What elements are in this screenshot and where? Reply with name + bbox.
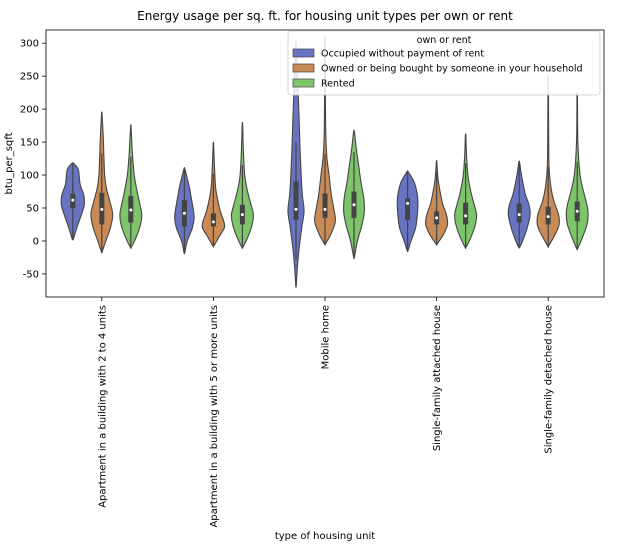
violin-median bbox=[546, 215, 550, 219]
y-tick-label: 50 bbox=[26, 204, 39, 215]
violin-median bbox=[129, 208, 133, 212]
y-tick-label: 150 bbox=[20, 138, 39, 149]
x-tick-label: Apartment in a building with 5 or more u… bbox=[209, 305, 220, 528]
y-tick-label: -50 bbox=[23, 269, 39, 280]
legend-title: own or rent bbox=[417, 35, 472, 46]
legend: own or rent Occupied without payment of r… bbox=[287, 30, 601, 96]
y-tick-label: 300 bbox=[20, 39, 39, 50]
violin-median bbox=[71, 198, 75, 202]
violin-median bbox=[100, 207, 104, 211]
legend-box bbox=[287, 30, 601, 96]
x-tick-label: Single-family detached house bbox=[544, 305, 555, 454]
violin-iqr-box bbox=[210, 213, 216, 227]
y-axis: -50 0 50 100 150 200 250 300 bbox=[20, 39, 46, 280]
plot-frame bbox=[45, 29, 605, 298]
violin-median bbox=[517, 213, 521, 217]
legend-entry: Rented bbox=[321, 79, 355, 90]
y-axis-label: btu_per_sqft bbox=[4, 132, 15, 194]
legend-swatch bbox=[292, 78, 315, 88]
legend-entry: Owned or being bought by someone in your… bbox=[321, 64, 583, 75]
y-tick-label: 200 bbox=[20, 105, 39, 116]
violin-median bbox=[294, 207, 298, 211]
violin-median bbox=[464, 214, 468, 218]
violin-iqr-box bbox=[322, 193, 328, 218]
violin-median bbox=[575, 209, 579, 213]
x-tick-label: Single-family attached house bbox=[432, 305, 443, 451]
x-tick-label: Mobile home bbox=[321, 305, 332, 369]
plot-area bbox=[60, 36, 589, 288]
violin-median bbox=[352, 203, 356, 207]
chart-title: Energy usage per sq. ft. for housing uni… bbox=[137, 9, 513, 23]
legend-swatch bbox=[292, 63, 315, 73]
violin-iqr-box bbox=[463, 202, 469, 225]
x-axis-label: type of housing unit bbox=[275, 531, 375, 542]
violin-median bbox=[435, 216, 439, 220]
violin-iqr-box bbox=[405, 198, 411, 220]
violin-median bbox=[406, 201, 410, 205]
y-tick-label: 250 bbox=[20, 72, 39, 83]
x-tick-label: Apartment in a building with 2 to 4 unit… bbox=[97, 305, 108, 508]
violin-iqr-box bbox=[293, 181, 299, 220]
y-tick-label: 100 bbox=[20, 171, 39, 182]
legend-swatch bbox=[292, 48, 315, 58]
violin-iqr-box bbox=[516, 203, 522, 223]
violin-median bbox=[240, 213, 244, 217]
violin-median bbox=[211, 220, 215, 224]
violin-median bbox=[182, 211, 186, 215]
violin-median bbox=[323, 207, 327, 211]
y-tick-label: 0 bbox=[33, 236, 39, 247]
x-axis: Apartment in a building with 2 to 4 unit… bbox=[97, 297, 555, 528]
legend-entry: Occupied without payment of rent bbox=[321, 49, 484, 60]
